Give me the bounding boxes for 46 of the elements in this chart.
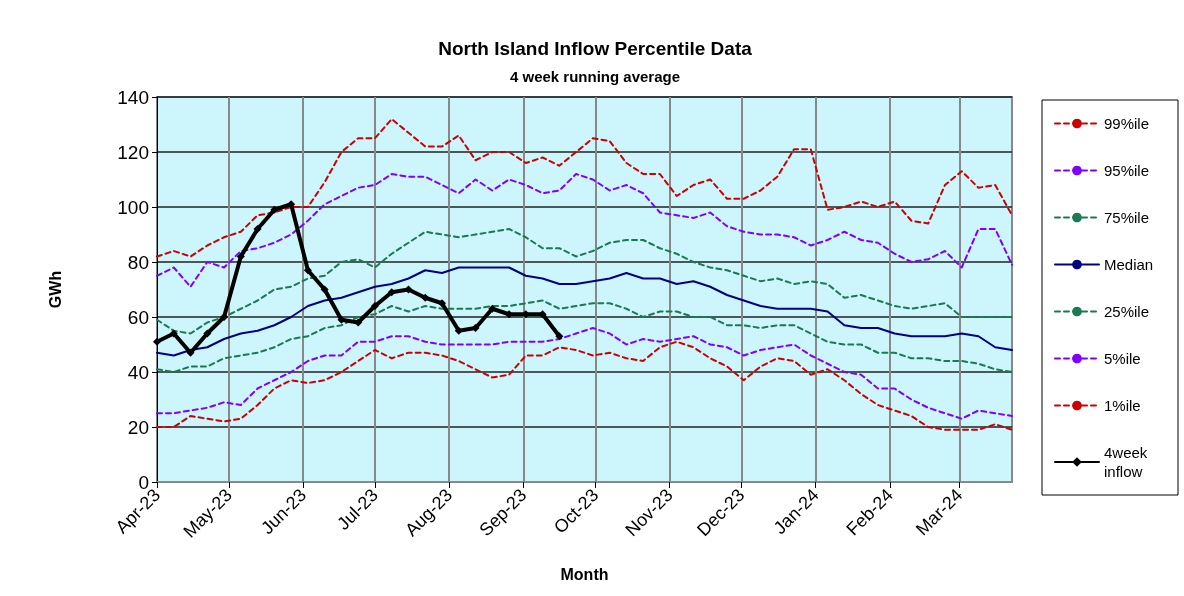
point <box>203 329 212 338</box>
legend-label: 95%ile <box>1104 162 1150 179</box>
point <box>186 348 195 357</box>
point <box>488 304 497 313</box>
legend-label: 99%ile <box>1104 115 1150 132</box>
point <box>220 313 229 321</box>
y-tick-label: 20 <box>127 416 149 438</box>
line-series <box>156 299 1013 373</box>
point <box>337 315 346 324</box>
point <box>270 205 279 214</box>
line-series <box>156 327 1013 420</box>
point <box>303 266 312 275</box>
y-tick-label: 100 <box>117 196 149 218</box>
y-tick-label: 80 <box>127 251 149 273</box>
x-axis-title: Month <box>560 565 609 583</box>
point <box>153 337 161 346</box>
line-series <box>156 340 1013 431</box>
point <box>454 326 463 335</box>
legend-label: Median <box>1104 256 1154 273</box>
y-tick-label: 120 <box>117 141 149 163</box>
y-tick-label: 60 <box>127 306 149 328</box>
y-tick-label: 0 <box>138 471 149 493</box>
point <box>354 318 363 327</box>
point <box>387 288 396 297</box>
y-tick-label: 140 <box>117 86 149 108</box>
legend-label: 4week inflow <box>1104 444 1152 480</box>
y-tick-label: 40 <box>127 361 149 383</box>
line-series <box>156 173 1013 288</box>
point <box>555 332 564 341</box>
point <box>320 285 329 294</box>
point <box>421 293 430 302</box>
point <box>370 302 379 310</box>
point <box>438 299 446 308</box>
y-axis-title: GWh <box>46 270 64 309</box>
point <box>169 329 178 338</box>
chart-subtitle: 4 week running average <box>509 68 681 85</box>
legend-label: 25%ile <box>1104 303 1150 320</box>
point <box>236 252 245 261</box>
chart-title: North Island Inflow Percentile Data <box>438 38 753 59</box>
point <box>471 324 480 332</box>
legend-label: 5%ile <box>1104 350 1141 367</box>
line-series <box>156 266 1013 357</box>
line-series <box>156 118 1013 258</box>
point <box>253 225 262 233</box>
legend-label: 75%ile <box>1104 209 1150 226</box>
legend-label: 1%ile <box>1104 397 1141 414</box>
